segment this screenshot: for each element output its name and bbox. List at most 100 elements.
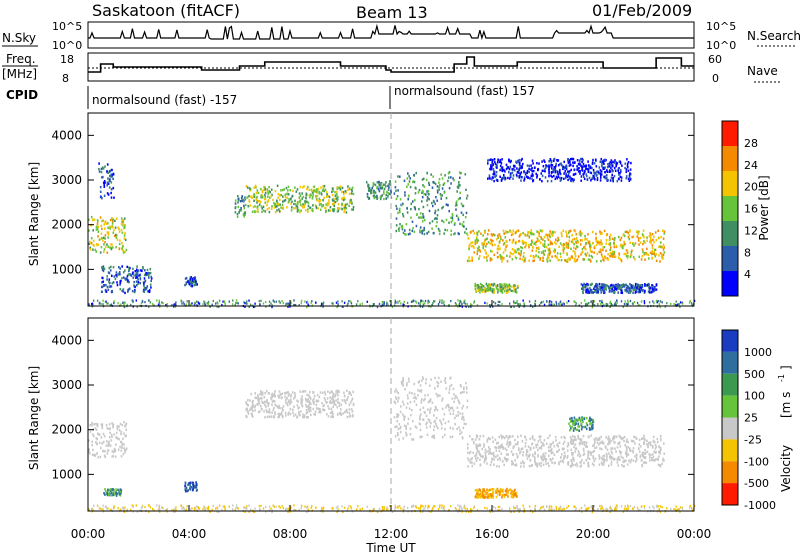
power-echo-cell	[388, 186, 390, 189]
velocity-echo-cell	[613, 458, 615, 461]
velocity-echo-cell	[488, 446, 490, 449]
power-echo-cell	[124, 238, 127, 242]
power-echo-cell	[318, 203, 321, 207]
power-echo-cell	[253, 210, 256, 213]
velocity-echo-cell	[443, 433, 446, 437]
power-echo-cell	[538, 162, 540, 165]
power-echo-cell	[511, 289, 514, 293]
power-echo-cell	[260, 205, 263, 208]
power-echo-cell	[554, 248, 556, 251]
power-echo-cell	[148, 276, 150, 279]
power-echo-cell	[513, 288, 515, 291]
power-echo-cell	[113, 234, 116, 238]
velocity-echo-cell	[528, 455, 530, 458]
velocity-echo-cell	[448, 406, 450, 409]
power-echo-cell	[607, 253, 609, 256]
power-echo-cell	[260, 187, 262, 191]
velocity-echo-cell	[258, 398, 261, 401]
power-echo-cell	[603, 229, 606, 233]
power-near-range-cell	[417, 302, 420, 305]
power-echo-cell	[502, 243, 505, 246]
velocity-echo-cell	[435, 392, 438, 396]
power-echo-cell	[618, 235, 620, 239]
power-echo-cell	[104, 245, 107, 248]
power-echo-cell	[306, 200, 309, 204]
velocity-echo-cell	[308, 404, 310, 407]
velocity-echo-cell	[349, 401, 352, 404]
power-echo-cell	[532, 179, 534, 183]
power-echo-cell	[189, 276, 192, 279]
power-near-range-cell	[454, 302, 457, 305]
velocity-echo-cell	[329, 399, 332, 403]
velocity-echo-cell	[638, 438, 641, 442]
velocity-echo-cell	[555, 439, 557, 442]
velocity-echo-cell	[453, 400, 455, 403]
velocity-echo-cell	[633, 435, 635, 438]
velocity-echo-cell	[99, 455, 102, 459]
power-echo-cell	[422, 177, 425, 180]
power-echo-cell	[518, 158, 521, 162]
power-echo-cell	[486, 259, 488, 262]
power-echo-cell	[509, 288, 511, 291]
velocity-echo-cell	[424, 397, 426, 401]
velocity-echo-cell	[184, 481, 187, 484]
velocity-echo-cell	[663, 442, 665, 445]
power-echo-cell	[641, 233, 644, 236]
power-echo-cell	[114, 277, 117, 281]
power-echo-cell	[344, 198, 346, 201]
power-echo-cell	[554, 171, 556, 174]
velocity-echo-cell	[583, 452, 586, 456]
power-echo-cell	[241, 195, 243, 198]
power-echo-cell	[515, 288, 517, 291]
power-echo-cell	[501, 169, 504, 173]
power-echo-cell	[589, 286, 591, 290]
power-echo-cell	[102, 167, 105, 170]
power-echo-cell	[314, 190, 316, 193]
velocity-echo-cell	[124, 448, 126, 452]
power-echo-cell	[394, 180, 397, 183]
power-near-range-cell	[285, 302, 288, 305]
velocity-echo-cell	[539, 435, 542, 438]
velocity-echo-cell	[396, 390, 399, 393]
power-echo-cell	[409, 232, 411, 235]
power-echo-cell	[138, 274, 140, 277]
velocity-echo-cell	[451, 406, 454, 409]
power-echo-cell	[634, 242, 637, 245]
velocity-echo-cell	[417, 389, 419, 392]
velocity-echo-cell	[446, 404, 448, 407]
power-echo-cell	[594, 178, 596, 181]
power-echo-cell	[378, 183, 380, 186]
velocity-echo-cell	[110, 433, 113, 437]
power-echo-cell	[514, 169, 516, 172]
power-echo-cell	[621, 283, 624, 287]
power-near-range-cell	[254, 305, 256, 308]
power-echo-cell	[105, 290, 108, 293]
power-echo-cell	[583, 172, 585, 175]
power-echo-cell	[644, 284, 646, 287]
power-echo-cell	[602, 290, 605, 293]
power-echo-cell	[119, 287, 122, 291]
power-echo-cell	[414, 208, 417, 211]
velocity-echo-cell	[641, 464, 643, 467]
velocity-echo-cell	[121, 442, 124, 445]
velocity-echo-cell	[635, 460, 637, 463]
power-echo-cell	[531, 249, 534, 252]
power-echo-cell	[350, 201, 353, 204]
velocity-echo-cell	[254, 392, 256, 395]
velocity-echo-cell	[187, 483, 190, 486]
power-echo-cell	[484, 249, 486, 252]
power-echo-cell	[647, 253, 650, 257]
power-echo-cell	[634, 285, 637, 288]
power-near-range-cell	[559, 300, 562, 303]
power-echo-cell	[189, 278, 191, 281]
power-echo-cell	[326, 202, 329, 205]
velocity-echo-cell	[518, 449, 520, 452]
power-echo-cell	[509, 251, 512, 255]
power-echo-cell	[324, 206, 326, 210]
power-echo-cell	[379, 196, 382, 199]
power-echo-cell	[592, 177, 594, 180]
velocity-echo-cell	[400, 405, 402, 408]
power-echo-cell	[576, 237, 578, 240]
power-echo-cell	[599, 179, 602, 182]
power-echo-cell	[486, 237, 488, 240]
